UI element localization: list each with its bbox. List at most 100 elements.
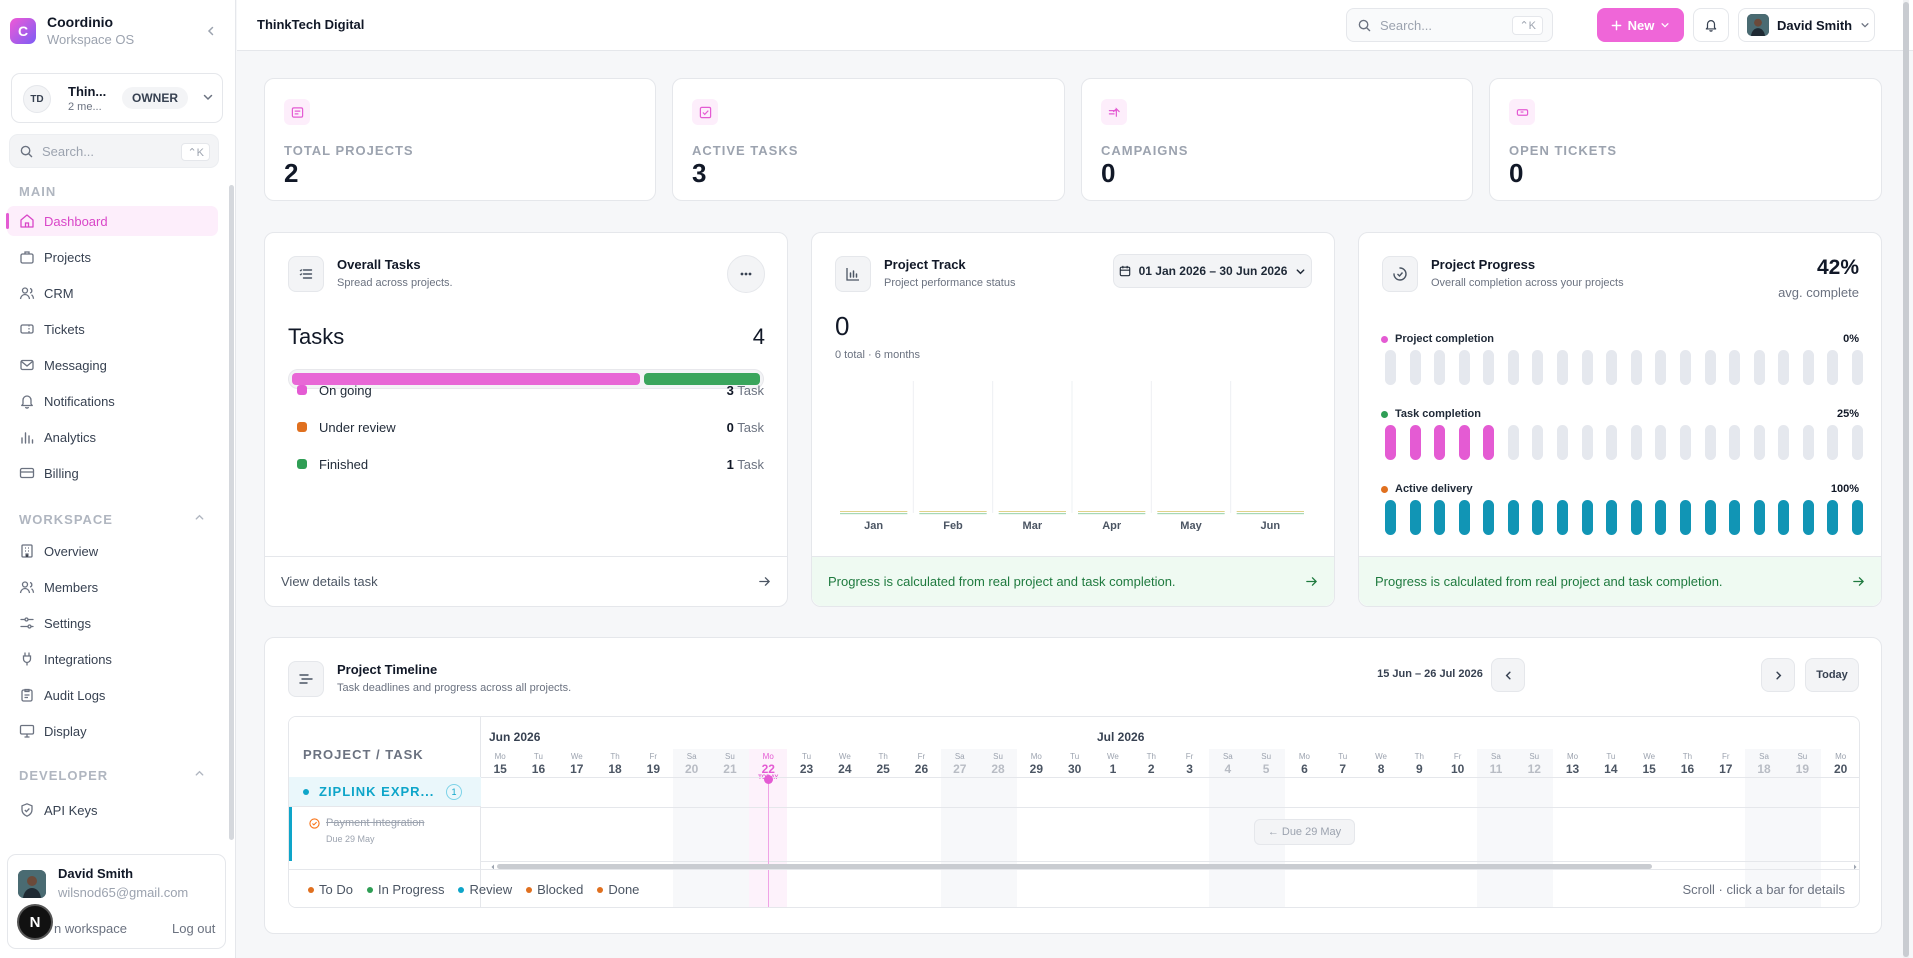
timeline-day: Tu 23 — [787, 749, 825, 907]
notifications-button[interactable] — [1693, 8, 1729, 42]
status-legend-item: To Do — [308, 882, 353, 897]
chart-bar-feb[interactable] — [919, 511, 987, 512]
day-number: 27 — [953, 762, 967, 776]
card-title: Project Progress — [1431, 257, 1536, 272]
status-legend: To Do In Progress Review Blocked Done Scroll… — [289, 869, 1859, 907]
project-progress-footer[interactable]: Progress is calculated from real project… — [1359, 556, 1881, 606]
sidebar-item-api-keys[interactable]: API Keys — [7, 795, 218, 825]
progress-pill-empty — [1679, 350, 1691, 385]
collapse-sidebar-icon[interactable] — [205, 25, 217, 37]
card-title: Project Track — [884, 257, 966, 272]
chart-bar-mar[interactable] — [998, 511, 1066, 512]
task-status-count: 3 — [726, 382, 734, 398]
day-of-week: Th — [1146, 752, 1156, 761]
progress-pill-empty — [1581, 425, 1593, 460]
month-label: Jun 2026 — [489, 730, 541, 744]
status-legend-item: Review — [458, 882, 512, 897]
sidebar-item-audit-logs[interactable]: Audit Logs — [7, 680, 218, 710]
sidebar-item-integrations[interactable]: Integrations — [7, 644, 218, 674]
chevron-up-icon[interactable] — [194, 768, 205, 779]
project-row[interactable]: ZIPLINK EXPR... 1 — [289, 777, 481, 807]
progress-dot — [1381, 485, 1388, 493]
timeline-scrollbar[interactable] — [489, 862, 1859, 870]
chart-x-tick-label: May — [1180, 520, 1202, 531]
sidebar-search[interactable]: Search... ⌃K — [9, 134, 219, 168]
chart-bar-apr[interactable] — [1078, 511, 1146, 512]
sidebar-item-messaging[interactable]: Messaging — [7, 350, 218, 380]
stat-card-campaigns[interactable]: CAMPAIGNS 0 — [1081, 78, 1473, 201]
status-label: Done — [608, 882, 640, 897]
progress-pill-filled — [1532, 500, 1544, 535]
timeline-next-button[interactable] — [1761, 658, 1795, 692]
progress-pill-filled — [1729, 500, 1741, 535]
progress-pill-filled — [1385, 500, 1396, 535]
date-range-picker[interactable]: 01 Jan 2026 – 30 Jun 2026 — [1113, 254, 1312, 288]
sidebar-item-billing[interactable]: Billing — [7, 458, 218, 488]
sidebar-item-label: Display — [44, 723, 87, 739]
stat-value: 3 — [692, 158, 707, 188]
brand[interactable]: C Coordinio Workspace OS — [10, 14, 134, 48]
day-number: 2 — [1147, 762, 1155, 776]
task-status-label: Under review — [319, 419, 396, 435]
sidebar-item-label: Integrations — [44, 651, 112, 667]
day-number: 22 — [761, 762, 775, 776]
sidebar-item-dashboard[interactable]: Dashboard — [6, 206, 218, 236]
chevron-up-icon[interactable] — [194, 512, 205, 523]
global-search[interactable]: Search... ⌃K — [1346, 8, 1553, 42]
sidebar-item-projects[interactable]: Projects — [7, 242, 218, 272]
status-legend-item: Done — [597, 882, 639, 897]
sidebar-item-tickets[interactable]: Tickets — [7, 314, 218, 344]
sidebar-item-overview[interactable]: Overview — [7, 536, 218, 566]
sidebar-item-crm[interactable]: CRM — [7, 278, 218, 308]
due-chip[interactable]: ← Due 29 May — [1254, 819, 1355, 845]
stat-card-open-tickets[interactable]: OPEN TICKETS 0 — [1489, 78, 1882, 201]
timeline-prev-button[interactable] — [1491, 658, 1525, 692]
timeline-day: Mo 15 — [481, 749, 519, 907]
day-number: 15 — [493, 762, 507, 776]
sidebar-item-label: Messaging — [44, 357, 107, 373]
new-button[interactable]: New — [1597, 8, 1684, 42]
switch-workspace-link[interactable]: n workspace — [54, 921, 127, 936]
project-track-footer[interactable]: Progress is calculated from real project… — [812, 556, 1334, 606]
sidebar-item-display[interactable]: Display — [7, 716, 218, 746]
progress-pill-filled — [1557, 500, 1569, 535]
timeline-day: Sa 4 — [1208, 749, 1247, 907]
scroll-left-icon[interactable] — [489, 863, 497, 871]
day-of-week: Sa — [1759, 752, 1769, 761]
timeline-today-button[interactable]: Today — [1805, 658, 1859, 692]
section-main-label: MAIN — [19, 184, 57, 199]
dev-tools-badge[interactable]: N — [17, 904, 53, 940]
day-of-week: Tu — [1338, 752, 1348, 761]
scroll-right-icon[interactable] — [1851, 863, 1859, 871]
day-number: 10 — [1450, 762, 1465, 776]
chart-bar-may[interactable] — [1157, 511, 1225, 512]
more-options-button[interactable] — [727, 255, 765, 293]
stat-card-total-projects[interactable]: TOTAL PROJECTS 2 — [264, 78, 656, 201]
search-icon — [1358, 19, 1371, 32]
stat-card-active-tasks[interactable]: ACTIVE TASKS 3 — [672, 78, 1065, 201]
timeline-grid: Mo15Tu16We17Th18Fr19Sa20Su21Mo22TODAYTu2… — [288, 716, 1860, 908]
view-details-task-link[interactable]: View details task — [265, 556, 787, 606]
sidebar-item-label: Members — [44, 579, 99, 595]
day-number: 24 — [838, 762, 852, 776]
sidebar-item-analytics[interactable]: Analytics — [7, 422, 218, 452]
sidebar-item-settings[interactable]: Settings — [7, 608, 218, 638]
progress-pill-empty — [1753, 425, 1765, 460]
user-avatar — [18, 870, 46, 898]
logout-link[interactable]: Log out — [172, 921, 216, 936]
sidebar-item-notifications[interactable]: Notifications — [7, 386, 218, 416]
sidebar-scrollbar[interactable] — [229, 185, 234, 840]
task-row[interactable]: Payment Integration Due 29 May — [289, 807, 481, 861]
day-number: 5 — [1262, 762, 1270, 776]
sidebar-item-members[interactable]: Members — [7, 572, 218, 602]
progress-pill-empty — [1827, 425, 1839, 460]
chart-bar-jun[interactable] — [1236, 511, 1304, 512]
progress-pill-filled — [1778, 500, 1790, 535]
chart-bar-jan[interactable] — [840, 511, 908, 512]
workspace-switcher[interactable]: TD Thin... 2 me... OWNER — [11, 73, 223, 123]
page-scrollbar[interactable] — [1903, 0, 1909, 958]
user-menu[interactable]: David Smith — [1738, 8, 1875, 42]
brand-logo: C — [10, 18, 36, 44]
timeline-day: Su 19 — [1783, 749, 1822, 907]
progress-pill-filled — [1606, 500, 1618, 535]
